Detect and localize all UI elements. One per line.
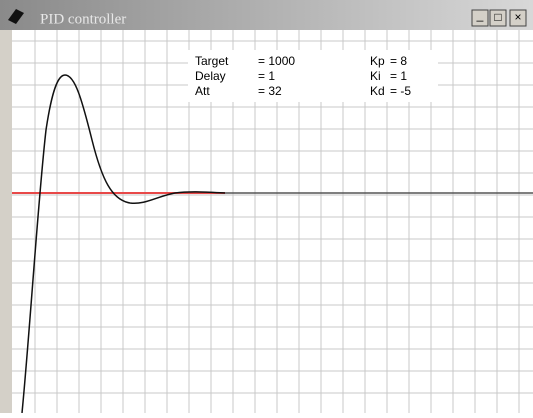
param-panel — [188, 50, 438, 102]
params: Target = 1000 Delay = 1 Att = 32 Kp = 8 Ki = 1 Kd =… — [195, 54, 411, 98]
param-value: = 1 — [258, 69, 275, 83]
param-label: Ki — [370, 69, 381, 83]
minimize-button[interactable] — [471, 9, 489, 27]
param-label: Att — [195, 84, 210, 98]
maximize-button[interactable] — [489, 9, 507, 27]
close-label: × — [514, 10, 521, 24]
param-value: = 1 — [390, 69, 407, 83]
close-button[interactable] — [509, 9, 527, 27]
param-value: = -5 — [390, 84, 411, 98]
param-label: Delay — [195, 69, 226, 83]
window-icon — [8, 9, 24, 24]
param-label: Target — [195, 54, 229, 68]
left-border — [0, 30, 12, 413]
maximize-label: □ — [494, 10, 501, 24]
param-label: Kd — [370, 84, 385, 98]
title-bar — [0, 0, 533, 30]
caption-buttons: _ □ × — [471, 8, 527, 27]
param-label: Kp — [370, 54, 385, 68]
param-value: = 8 — [390, 54, 407, 68]
response-curve — [21, 74, 226, 414]
param-value: = 1000 — [258, 54, 295, 68]
window-title: PID controller — [40, 11, 126, 27]
minimize-label: _ — [476, 8, 484, 22]
param-value: = 32 — [258, 84, 282, 98]
